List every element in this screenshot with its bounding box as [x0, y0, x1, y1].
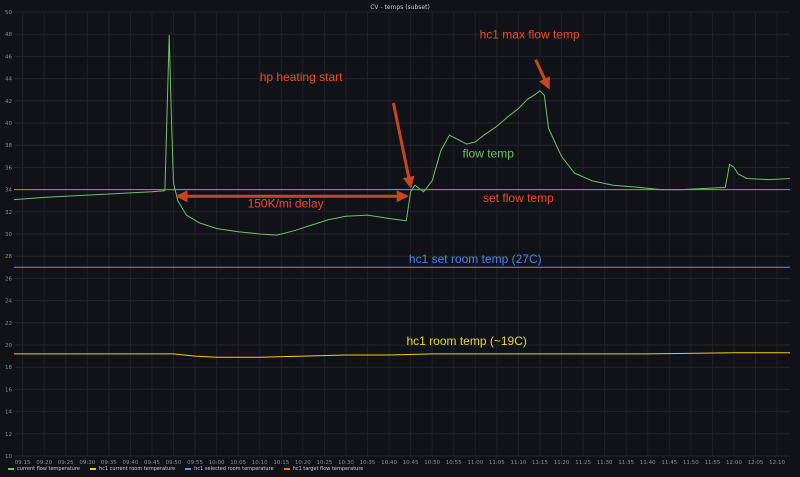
- legend-label: current flow temperature: [17, 466, 80, 472]
- x-tick-label: 10:45: [403, 460, 419, 466]
- y-tick-label: 24: [5, 299, 12, 305]
- annotation-label: hc1 max flow temp: [480, 28, 580, 42]
- panel-title[interactable]: CV - temps (subset): [370, 4, 430, 11]
- x-tick-label: 09:40: [122, 460, 138, 466]
- x-tick-label: 12:00: [726, 460, 742, 466]
- y-tick-label: 32: [5, 210, 12, 216]
- y-tick-label: 50: [5, 10, 12, 16]
- y-tick-label: 36: [5, 165, 12, 171]
- x-tick-label: 11:00: [467, 460, 483, 466]
- x-tick-label: 10:30: [338, 460, 354, 466]
- legend-swatch: [283, 468, 290, 470]
- y-tick-label: 18: [5, 365, 12, 371]
- x-tick-label: 09:25: [58, 460, 74, 466]
- x-tick-label: 11:15: [532, 460, 548, 466]
- legend-item[interactable]: current flow temperature: [8, 466, 80, 472]
- y-tick-label: 40: [5, 121, 12, 127]
- legend-item[interactable]: hc1 current room temperature: [89, 466, 176, 472]
- annotation-label: hc1 set room temp (27C): [409, 252, 542, 266]
- y-tick-label: 26: [5, 276, 12, 282]
- x-tick-label: 09:50: [166, 460, 182, 466]
- x-tick-label: 09:20: [36, 460, 52, 466]
- x-tick-label: 11:30: [597, 460, 613, 466]
- x-tick-label: 11:45: [661, 460, 677, 466]
- x-tick-label: 10:05: [230, 460, 246, 466]
- y-tick-label: 20: [5, 343, 12, 349]
- x-tick-label: 11:05: [489, 460, 505, 466]
- y-tick-label: 14: [5, 410, 12, 416]
- y-tick-label: 16: [5, 387, 12, 393]
- x-tick-label: 09:30: [79, 460, 95, 466]
- x-tick-label: 10:50: [424, 460, 440, 466]
- annotation-label: 150K/mi delay: [248, 196, 324, 210]
- legend-label: hc1 selected room temperature: [194, 466, 274, 472]
- y-tick-label: 12: [5, 432, 12, 438]
- x-tick-label: 10:00: [209, 460, 225, 466]
- x-tick-label: 10:35: [360, 460, 376, 466]
- annotation-label: flow temp: [463, 146, 515, 160]
- series-line-1: [14, 352, 790, 358]
- x-tick-label: 11:25: [575, 460, 591, 466]
- y-tick-label: 38: [5, 143, 12, 149]
- chart-legend: current flow temperature hc1 current room…: [8, 466, 363, 472]
- x-tick-label: 09:55: [187, 460, 203, 466]
- legend-swatch: [185, 468, 192, 470]
- y-tick-label: 42: [5, 99, 12, 105]
- y-tick-label: 28: [5, 254, 12, 260]
- y-tick-label: 46: [5, 54, 12, 60]
- y-tick-label: 48: [5, 32, 12, 38]
- x-tick-label: 11:40: [640, 460, 656, 466]
- x-tick-label: 10:40: [381, 460, 397, 466]
- x-tick-label: 09:45: [144, 460, 160, 466]
- x-tick-label: 11:35: [618, 460, 634, 466]
- annotation-label: set flow temp: [483, 191, 554, 205]
- y-tick-label: 34: [5, 188, 12, 194]
- x-tick-label: 11:10: [510, 460, 526, 466]
- legend-label: hc1 current room temperature: [98, 466, 176, 472]
- x-tick-label: 10:20: [295, 460, 311, 466]
- annotation-arrow-1: [391, 102, 415, 189]
- x-tick-label: 11:20: [554, 460, 570, 466]
- annotation-arrow-0: [534, 59, 550, 90]
- legend-item[interactable]: hc1 selected room temperature: [185, 466, 274, 472]
- x-tick-label: 09:15: [15, 460, 31, 466]
- x-tick-label: 10:15: [273, 460, 289, 466]
- legend-item[interactable]: hc1 target flow temperature: [283, 466, 364, 472]
- y-tick-label: 44: [5, 77, 12, 83]
- legend-label: hc1 target flow temperature: [292, 466, 364, 472]
- y-tick-label: 30: [5, 232, 12, 238]
- annotation-label: hp heating start: [260, 70, 343, 84]
- legend-swatch: [89, 468, 96, 470]
- x-tick-label: 10:25: [316, 460, 332, 466]
- x-tick-label: 11:50: [683, 460, 699, 466]
- x-tick-label: 11:55: [704, 460, 720, 466]
- x-tick-label: 09:35: [101, 460, 117, 466]
- x-tick-label: 12:10: [769, 460, 785, 466]
- y-tick-label: 22: [5, 321, 12, 327]
- annotation-label: hc1 room temp (~19C): [406, 334, 526, 348]
- x-tick-label: 12:05: [748, 460, 764, 466]
- x-tick-label: 10:55: [446, 460, 462, 466]
- legend-swatch: [8, 468, 14, 470]
- x-tick-label: 10:10: [252, 460, 268, 466]
- y-tick-label: 10: [5, 454, 12, 460]
